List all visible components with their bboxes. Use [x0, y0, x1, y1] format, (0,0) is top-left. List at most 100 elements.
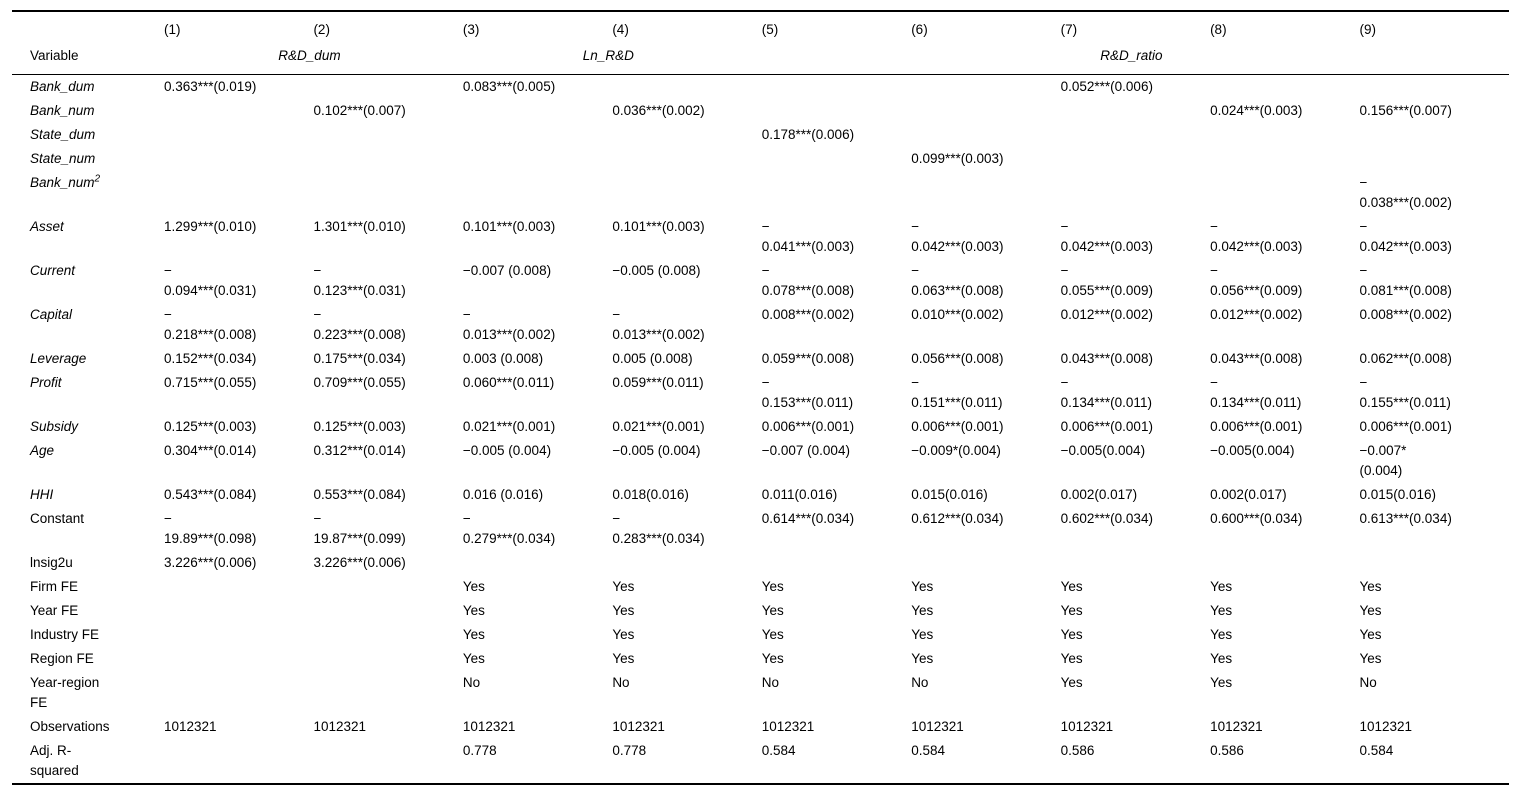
cell-r1-c2	[313, 75, 462, 100]
cell-r11-c3: 0.021***(0.001)	[462, 419, 556, 434]
cell-r17-c5: Yes	[761, 603, 784, 618]
cell-r22-c4: 0.778	[612, 743, 647, 758]
cell-r22-c6: 0.584	[911, 743, 945, 758]
cell-r13-c3: 0.016 (0.016)	[462, 487, 544, 502]
table-row: Asset 1.299***(0.010) 1.301***(0.010) 0.101…	[12, 215, 1509, 259]
row-label: Bank_num2	[30, 173, 101, 190]
row-label: Firm FE	[30, 579, 78, 594]
cell-r4-c5	[762, 147, 911, 171]
superscript: 2	[94, 173, 101, 185]
cell-r16-c4: Yes	[612, 579, 635, 594]
cell-r1-c4	[612, 75, 761, 100]
cell-r8-c8: 0.012***(0.002)	[1210, 307, 1303, 322]
cell-r6-c1: 1.299***(0.010)	[164, 219, 257, 234]
cell-r20-c5: No	[761, 675, 780, 690]
cell-r8-c9: 0.008***(0.002)	[1359, 307, 1452, 322]
cell-r4-c4	[612, 147, 761, 171]
cell-r17-c4: Yes	[612, 603, 635, 618]
cell-r14-c6: 0.612***(0.034)	[911, 511, 1004, 526]
cell-r3-c2	[313, 123, 462, 147]
cell-r2-c6	[911, 99, 1060, 123]
cell-r21-c6: 1012321	[911, 719, 964, 734]
cell-r12-c9: −0.007* (0.004)	[1359, 443, 1407, 478]
column-number-5: (5)	[761, 22, 779, 37]
row-label: Age	[30, 443, 55, 458]
cell-r9-c5: 0.059***(0.008)	[761, 351, 855, 366]
cell-r8-c4: − 0.013***(0.002)	[612, 307, 705, 342]
cell-r9-c3: 0.003 (0.008)	[462, 351, 544, 366]
cell-r12-c2: 0.312***(0.014)	[313, 443, 406, 458]
cell-r17-c1	[164, 599, 313, 623]
table-row: State_num 0.099***(0.003)	[12, 147, 1509, 171]
cell-r20-c6: No	[911, 675, 929, 690]
cell-r7-c5: − 0.078***(0.008)	[761, 263, 855, 298]
group-rd-dum: R&D_dum	[278, 48, 341, 63]
cell-r10-c1: 0.715***(0.055)	[164, 375, 257, 390]
cell-r18-c1	[164, 623, 313, 647]
cell-r14-c8: 0.600***(0.034)	[1210, 511, 1303, 526]
cell-r17-c2	[313, 599, 462, 623]
cell-r17-c8: Yes	[1210, 603, 1233, 618]
table-row: Bank_num2 − 0.038***(0.002)	[12, 171, 1509, 215]
cell-r2-c8: 0.024***(0.003)	[1210, 103, 1303, 118]
cell-r10-c8: − 0.134***(0.011)	[1210, 375, 1302, 410]
cell-r4-c3	[463, 147, 612, 171]
cell-r16-c8: Yes	[1210, 579, 1233, 594]
cell-r5-c1	[164, 171, 313, 215]
cell-r5-c8	[1210, 171, 1359, 215]
cell-r8-c3: − 0.013***(0.002)	[462, 307, 556, 342]
group-ln-rd: Ln_R&D	[582, 48, 634, 63]
cell-r1-c3: 0.083***(0.005)	[462, 79, 556, 94]
cell-r16-c1	[164, 575, 313, 599]
cell-r11-c7: 0.006***(0.001)	[1060, 419, 1153, 434]
cell-r8-c7: 0.012***(0.002)	[1060, 307, 1153, 322]
cell-r21-c1: 1012321	[164, 719, 217, 734]
cell-r9-c1: 0.152***(0.034)	[164, 351, 257, 366]
cell-r18-c9: Yes	[1359, 627, 1382, 642]
cell-r3-c7	[1061, 123, 1210, 147]
cell-r6-c5: − 0.041***(0.003)	[761, 219, 855, 254]
cell-r2-c3	[463, 99, 612, 123]
cell-r1-c7: 0.052***(0.006)	[1060, 79, 1153, 94]
table-row: Industry FE Yes Yes Yes Yes Yes Yes Yes	[12, 623, 1509, 647]
cell-r11-c1: 0.125***(0.003)	[164, 419, 257, 434]
cell-r7-c1: − 0.094***(0.031)	[164, 263, 257, 298]
cell-r11-c5: 0.006***(0.001)	[761, 419, 855, 434]
table-row: Firm FE Yes Yes Yes Yes Yes Yes Yes	[12, 575, 1509, 599]
row-label: Year-region FE	[30, 675, 100, 710]
table-row: Constant − 19.89***(0.098) − 19.87***(0.09…	[12, 507, 1509, 551]
cell-r10-c5: − 0.153***(0.011)	[761, 375, 854, 410]
cell-r1-c6	[911, 75, 1060, 100]
cell-r5-c3	[463, 171, 612, 215]
cell-r15-c8	[1210, 551, 1359, 575]
table-row: Year-region FE No No No No Yes Yes No	[12, 671, 1509, 715]
cell-r22-c1	[164, 739, 313, 784]
table-row: lnsig2u 3.226***(0.006) 3.226***(0.006)	[12, 551, 1509, 575]
cell-r10-c4: 0.059***(0.011)	[612, 375, 704, 390]
cell-r3-c6	[911, 123, 1060, 147]
cell-r12-c1: 0.304***(0.014)	[164, 443, 257, 458]
cell-r18-c6: Yes	[911, 627, 934, 642]
cell-r18-c8: Yes	[1210, 627, 1233, 642]
group-rd-ratio: R&D_ratio	[1100, 48, 1163, 63]
cell-r20-c4: No	[612, 675, 630, 690]
header-number-row: (1) (2) (3) (4) (5) (6) (7) (8) (9)	[12, 11, 1509, 44]
cell-r4-c1	[164, 147, 313, 171]
cell-r22-c2	[313, 739, 462, 784]
row-label: State_dum	[30, 127, 96, 142]
cell-r19-c5: Yes	[761, 651, 784, 666]
cell-r17-c7: Yes	[1060, 603, 1083, 618]
table-row: Current − 0.094***(0.031) − 0.123***(0.031…	[12, 259, 1509, 303]
cell-r4-c9	[1360, 147, 1510, 171]
cell-r16-c5: Yes	[761, 579, 784, 594]
cell-r9-c8: 0.043***(0.008)	[1210, 351, 1303, 366]
cell-r22-c5: 0.584	[761, 743, 796, 758]
cell-r14-c4: − 0.283***(0.034)	[612, 511, 705, 546]
cell-r18-c5: Yes	[761, 627, 784, 642]
cell-r11-c6: 0.006***(0.001)	[911, 419, 1004, 434]
cell-r22-c3: 0.778	[462, 743, 497, 758]
table-row: State_dum 0.178***(0.006)	[12, 123, 1509, 147]
row-label: Bank_dum	[30, 79, 95, 94]
cell-r14-c1: − 19.89***(0.098)	[164, 511, 257, 546]
cell-r19-c1	[164, 647, 313, 671]
